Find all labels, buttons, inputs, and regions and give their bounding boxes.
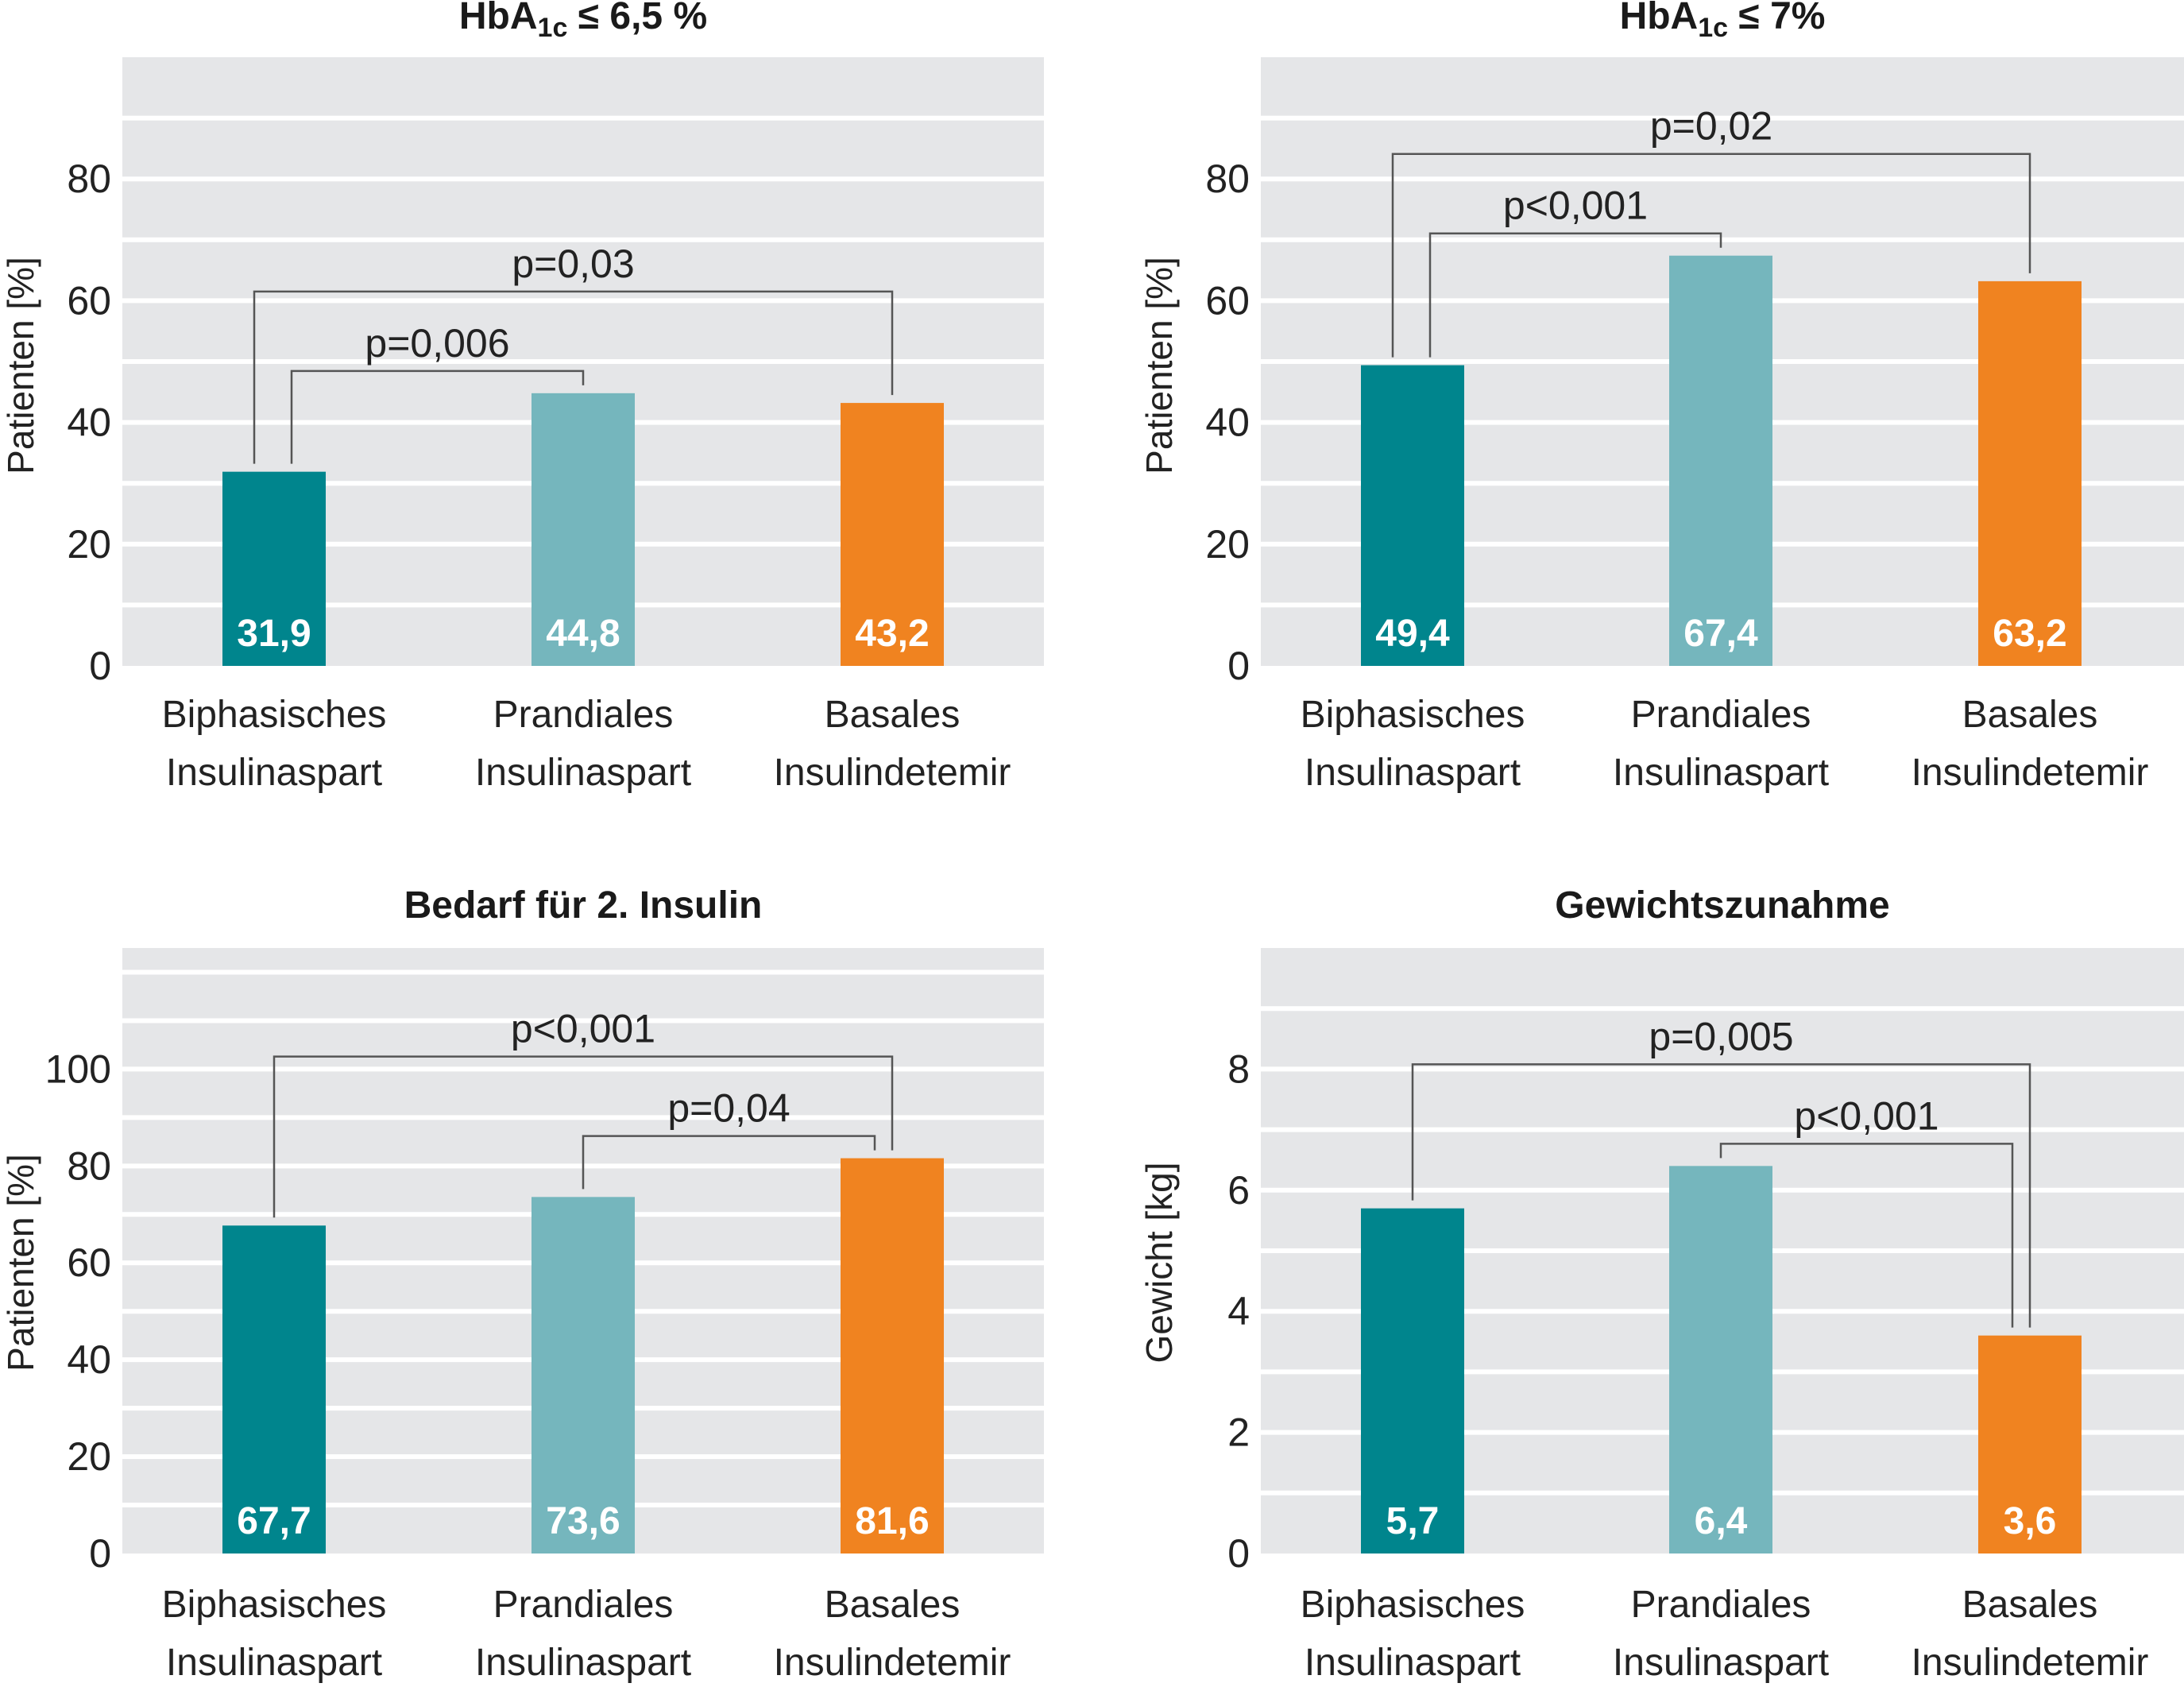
- chart-title: Bedarf für 2. Insulin: [404, 884, 763, 927]
- y-tick-label: 20: [1205, 522, 1250, 567]
- bar: [1669, 1166, 1772, 1554]
- chart-title: HbA1c ≤ 7%: [1620, 0, 1826, 43]
- chart-panel-2: 0 20 40 60 80 Patienten [%] HbA1c ≤ 7% 49,4 Biph…: [1138, 0, 2184, 794]
- y-axis-label: Gewicht [kg]: [1138, 1162, 1180, 1363]
- category-label: Biphasisches: [162, 1584, 387, 1626]
- bar: [532, 393, 635, 666]
- category-label: Insulinaspart: [1613, 752, 1829, 794]
- category-label: Insulindetemir: [774, 752, 1011, 794]
- bar: [841, 1158, 944, 1554]
- bar: [1978, 1335, 2082, 1554]
- significance-bracket: [273, 1055, 894, 1218]
- y-tick-label: 0: [1227, 1531, 1250, 1576]
- bar-value-label: 43,2: [855, 613, 929, 655]
- y-tick-label: 40: [67, 400, 111, 445]
- category-label: Prandiales: [493, 694, 674, 736]
- y-tick-label: 8: [1227, 1047, 1250, 1091]
- chart-panel-1: 0 20 40 60 80 Patienten [%] HbA1c ≤ 6,5 % 31,9 B…: [0, 0, 1044, 794]
- significance-bracket: [290, 370, 585, 464]
- category-label: Insulindetemir: [1911, 1642, 2149, 1684]
- y-tick-label: 6: [1227, 1168, 1250, 1213]
- category-label: Insulinaspart: [475, 1642, 691, 1684]
- bar-value-label: 3,6: [2004, 1500, 2057, 1542]
- p-value-label: p<0,001: [1794, 1093, 1939, 1138]
- p-value-label: p=0,02: [1650, 104, 1772, 149]
- bar: [532, 1197, 635, 1554]
- y-tick-label: 80: [67, 1143, 111, 1188]
- bar: [222, 1225, 326, 1554]
- y-tick-label: 60: [67, 1240, 111, 1285]
- p-value-label: p=0,03: [512, 242, 634, 286]
- bar-value-label: 5,7: [1386, 1500, 1440, 1542]
- category-label: Insulinaspart: [1305, 1642, 1521, 1684]
- y-tick-label: 60: [1205, 278, 1250, 323]
- y-tick-label: 0: [1227, 644, 1250, 688]
- p-value-label: p<0,001: [511, 1007, 655, 1051]
- category-label: Prandiales: [1631, 1584, 1811, 1626]
- y-tick-label: 4: [1227, 1289, 1250, 1333]
- chart-panel-3: 0 20 40 60 80 100 Patienten [%] Bedarf für 2. I…: [0, 884, 1044, 1684]
- significance-bracket: [1719, 1143, 2014, 1328]
- bar-value-label: 67,4: [1683, 613, 1758, 655]
- chart-title: Gewichtszunahme: [1555, 884, 1889, 927]
- chart-title: HbA1c ≤ 6,5 %: [459, 0, 707, 43]
- p-value-label: p=0,006: [365, 321, 509, 366]
- category-label: Insulindetemir: [774, 1642, 1011, 1684]
- y-tick-label: 80: [67, 157, 111, 201]
- y-tick-label: 0: [89, 644, 111, 688]
- category-label: Insulinaspart: [166, 752, 382, 794]
- y-axis-label: Patienten [%]: [1138, 257, 1180, 474]
- bar-value-label: 67,7: [237, 1500, 311, 1542]
- bar-value-label: 73,6: [546, 1500, 620, 1542]
- category-label: Basales: [825, 694, 961, 736]
- bar-value-label: 31,9: [237, 613, 311, 655]
- p-value-label: p=0,04: [667, 1086, 790, 1131]
- category-label: Basales: [1962, 694, 2098, 736]
- y-tick-label: 60: [67, 278, 111, 323]
- bar-value-label: 49,4: [1375, 613, 1450, 655]
- chart-panel-4: 0 2 4 6 8 Gewicht [kg] Gewichtszunahme 5,7 Bipha…: [1138, 884, 2184, 1684]
- bar: [222, 471, 326, 666]
- y-tick-label: 80: [1205, 157, 1250, 201]
- y-tick-label: 2: [1227, 1410, 1250, 1455]
- category-label: Insulinaspart: [475, 752, 691, 794]
- bar-value-label: 81,6: [855, 1500, 929, 1542]
- y-tick-label: 20: [67, 1434, 111, 1479]
- category-label: Biphasisches: [162, 694, 387, 736]
- y-axis-label: Patienten [%]: [0, 1154, 41, 1372]
- category-label: Basales: [1962, 1584, 2098, 1626]
- significance-bracket: [1428, 232, 1722, 358]
- p-value-label: p<0,001: [1503, 184, 1648, 228]
- category-label: Prandiales: [1631, 694, 1811, 736]
- bar: [1361, 365, 1464, 666]
- y-axis-label: Patienten [%]: [0, 257, 41, 474]
- category-label: Prandiales: [493, 1584, 674, 1626]
- significance-bracket: [582, 1135, 876, 1190]
- category-label: Insulinaspart: [166, 1642, 382, 1684]
- category-label: Biphasisches: [1301, 1584, 1525, 1626]
- category-label: Insulinaspart: [1613, 1642, 1829, 1684]
- y-tick-label: 0: [89, 1531, 111, 1576]
- bar-value-label: 6,4: [1695, 1500, 1748, 1542]
- y-tick-label: 100: [45, 1047, 111, 1091]
- significance-bracket: [1411, 1063, 2031, 1328]
- category-label: Insulinaspart: [1305, 752, 1521, 794]
- bar: [1669, 255, 1772, 666]
- bar: [1361, 1208, 1464, 1554]
- category-label: Insulindetemir: [1911, 752, 2149, 794]
- bar-value-label: 63,2: [1993, 613, 2066, 655]
- y-tick-label: 20: [67, 522, 111, 567]
- bar-value-label: 44,8: [546, 613, 620, 655]
- y-tick-label: 40: [1205, 400, 1250, 445]
- significance-bracket: [1391, 153, 2031, 358]
- bar: [841, 403, 944, 666]
- bar: [1978, 281, 2082, 666]
- category-label: Basales: [825, 1584, 961, 1626]
- p-value-label: p=0,005: [1649, 1014, 1793, 1058]
- category-label: Biphasisches: [1301, 694, 1525, 736]
- y-tick-label: 40: [67, 1337, 111, 1382]
- significance-bracket: [253, 290, 894, 464]
